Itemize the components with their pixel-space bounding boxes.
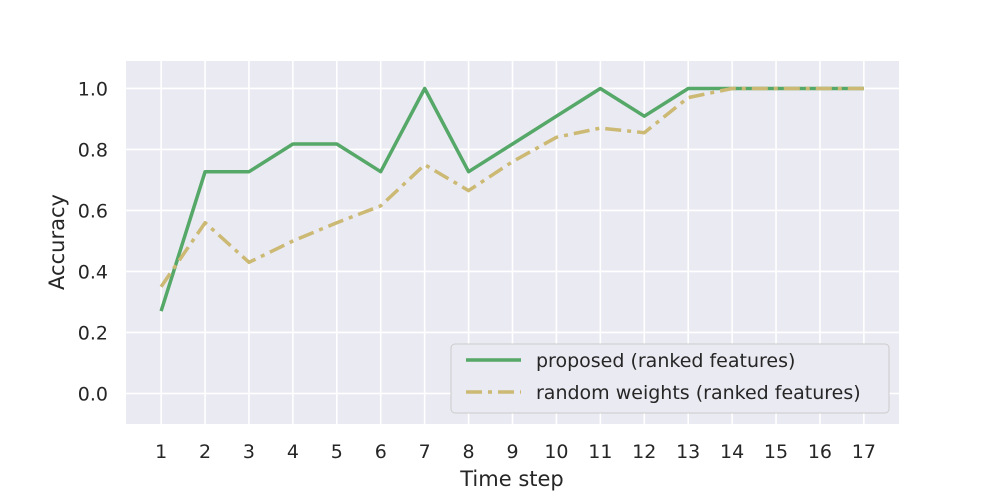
- x-tick-label: 16: [808, 441, 832, 463]
- legend-label-proposed: proposed (ranked features): [536, 350, 795, 372]
- x-tick-label: 6: [375, 441, 387, 463]
- y-tick-label: 1.0: [78, 78, 108, 100]
- y-tick-labels: 0.0 0.2 0.4 0.6 0.8 1.0: [78, 78, 108, 405]
- y-tick-label: 0.8: [78, 139, 108, 161]
- x-tick-label: 17: [852, 441, 876, 463]
- y-tick-label: 0.4: [78, 261, 108, 283]
- x-axis-label: Time step: [459, 467, 564, 491]
- x-tick-label: 14: [720, 441, 744, 463]
- y-axis-label: Accuracy: [45, 194, 69, 290]
- x-tick-label: 9: [506, 441, 518, 463]
- x-tick-label: 3: [243, 441, 255, 463]
- x-tick-label: 1: [155, 441, 167, 463]
- x-tick-labels: 1 2 3 4 5 6 7 8 9 10 11 12 13 14 15 16 17: [155, 441, 876, 463]
- x-tick-label: 2: [199, 441, 211, 463]
- series-line-proposed: [159, 86, 864, 312]
- series-line-random-weights: [159, 86, 864, 288]
- y-tick-label: 0.6: [78, 200, 108, 222]
- y-tick-label: 0.0: [78, 383, 108, 405]
- x-tick-label: 4: [287, 441, 299, 463]
- legend: proposed (ranked features) random weight…: [450, 343, 890, 414]
- x-tick-label: 5: [331, 441, 343, 463]
- x-tick-label: 8: [463, 441, 475, 463]
- x-tick-label: 12: [632, 441, 656, 463]
- x-tick-label: 13: [676, 441, 700, 463]
- legend-label-random-weights: random weights (ranked features): [536, 382, 861, 404]
- legend-box: [450, 343, 890, 414]
- y-tick-label: 0.2: [78, 322, 108, 344]
- series-layer: [159, 86, 864, 312]
- x-tick-label: 11: [588, 441, 612, 463]
- x-tick-label: 7: [419, 441, 431, 463]
- x-tick-label: 10: [544, 441, 568, 463]
- x-tick-label: 15: [764, 441, 788, 463]
